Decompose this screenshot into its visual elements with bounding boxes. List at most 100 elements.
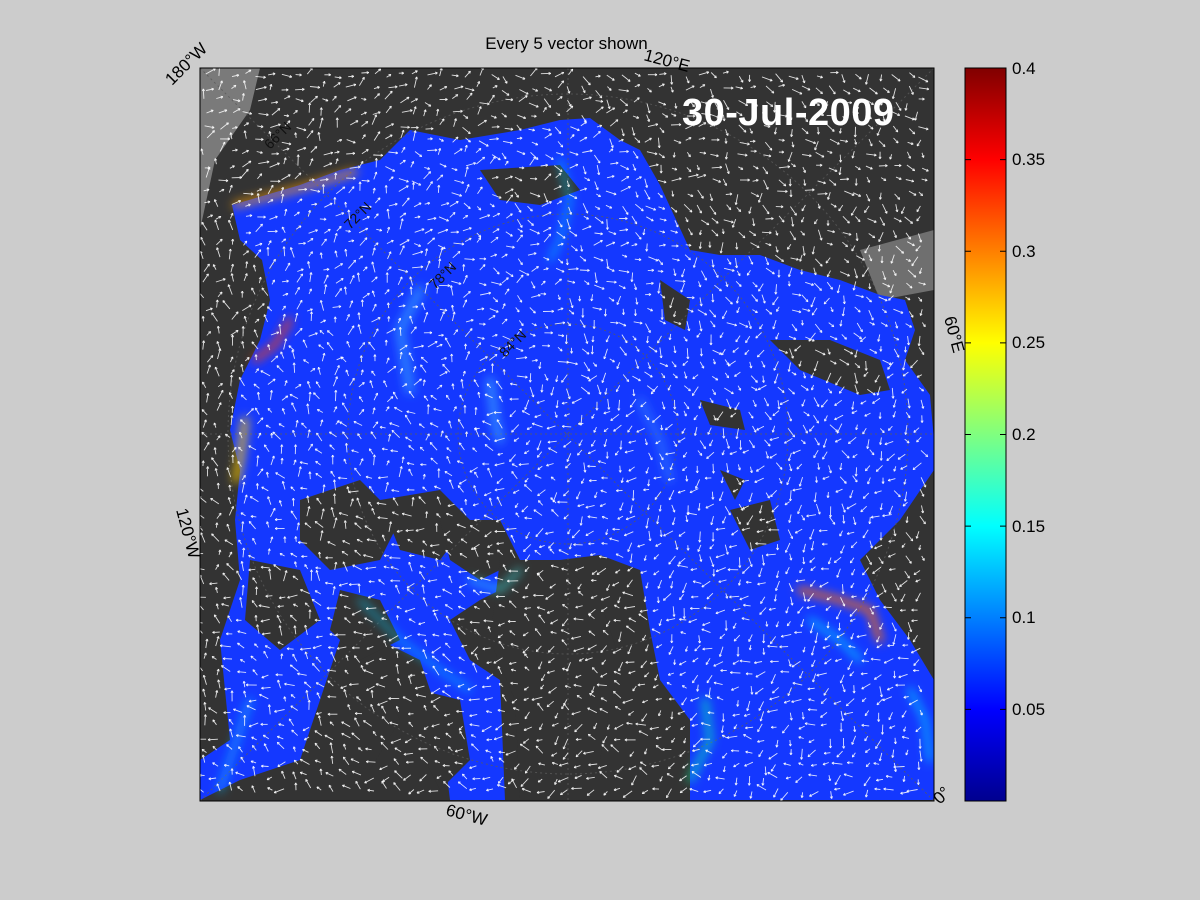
- velocity-vector-head: [647, 119, 650, 122]
- velocity-vector-head: [559, 173, 562, 176]
- velocity-vector-head: [637, 141, 640, 143]
- velocity-vector-head: [362, 409, 365, 412]
- velocity-vector: [464, 166, 469, 177]
- velocity-vector: [232, 99, 241, 102]
- velocity-vector-head: [303, 129, 307, 132]
- velocity-vector-head: [510, 176, 513, 179]
- velocity-vector-head: [724, 156, 727, 160]
- velocity-vector: [632, 163, 636, 171]
- velocity-vector-head: [901, 252, 904, 254]
- velocity-vector-head: [483, 284, 487, 287]
- velocity-vector-head: [336, 117, 339, 121]
- velocity-vector: [657, 137, 660, 148]
- velocity-vector-head: [627, 176, 630, 179]
- velocity-vector: [231, 74, 240, 78]
- velocity-vector: [687, 98, 695, 107]
- velocity-vector-head: [445, 86, 448, 89]
- velocity-vector-head: [573, 134, 575, 138]
- velocity-vector-head: [671, 194, 674, 197]
- velocity-vector: [439, 163, 447, 168]
- velocity-vector-head: [843, 121, 847, 124]
- velocity-vector-head: [263, 76, 266, 79]
- velocity-vector: [688, 174, 699, 178]
- velocity-vector-head: [861, 296, 864, 299]
- velocity-vector: [699, 151, 706, 154]
- velocity-vector-head: [495, 85, 498, 88]
- velocity-vector: [271, 108, 281, 116]
- velocity-vector: [464, 70, 471, 78]
- velocity-vector-head: [211, 110, 214, 113]
- velocity-vector-head: [362, 369, 364, 373]
- velocity-vector-head: [789, 118, 792, 121]
- velocity-vector-head: [316, 96, 318, 99]
- velocity-vector: [283, 157, 287, 165]
- velocity-vector: [257, 125, 264, 128]
- velocity-vector-head: [285, 89, 289, 92]
- velocity-vector-head: [278, 108, 281, 111]
- velocity-vector-head: [429, 171, 432, 175]
- velocity-vector: [349, 166, 361, 169]
- velocity-vector: [865, 165, 873, 170]
- velocity-vector-head: [467, 132, 471, 135]
- velocity-vector-head: [912, 76, 915, 78]
- velocity-vector-head: [510, 128, 514, 131]
- velocity-vector-head: [713, 124, 716, 127]
- velocity-vector: [904, 115, 915, 121]
- velocity-vector-head: [637, 84, 641, 87]
- velocity-vector-head: [607, 106, 611, 110]
- velocity-vector: [335, 186, 346, 195]
- velocity-vector-head: [670, 90, 674, 93]
- velocity-vector: [401, 109, 413, 113]
- velocity-vector-head: [803, 183, 806, 186]
- velocity-vector: [752, 179, 759, 182]
- velocity-vector: [374, 68, 381, 75]
- velocity-vector-head: [782, 84, 786, 87]
- velocity-vector-head: [351, 75, 355, 78]
- velocity-vector: [649, 164, 659, 168]
- velocity-vector: [427, 72, 438, 76]
- velocity-vector: [710, 153, 719, 157]
- velocity-vector-head: [287, 148, 290, 151]
- velocity-vector: [907, 141, 914, 145]
- velocity-vector-head: [824, 193, 828, 196]
- velocity-vector: [492, 176, 499, 179]
- velocity-vector-head: [433, 407, 437, 410]
- velocity-vector-head: [197, 290, 199, 291]
- velocity-vector-head: [415, 98, 418, 102]
- velocity-vector: [412, 130, 416, 141]
- velocity-vector: [803, 115, 808, 123]
- velocity-vector: [635, 176, 642, 181]
- velocity-vector: [361, 121, 369, 127]
- velocity-vector: [554, 165, 563, 172]
- velocity-vector-head: [867, 199, 870, 202]
- velocity-vector: [436, 174, 444, 181]
- velocity-vector-head: [823, 301, 826, 304]
- velocity-vector-head: [756, 354, 759, 358]
- velocity-vector-head: [511, 188, 514, 192]
- velocity-vector-head: [787, 166, 791, 169]
- velocity-vector: [361, 149, 369, 155]
- velocity-vector-head: [595, 187, 599, 191]
- velocity-vector-head: [243, 80, 246, 83]
- velocity-vector: [778, 166, 790, 169]
- velocity-vector-head: [314, 203, 318, 206]
- velocity-vector-head: [200, 148, 204, 151]
- velocity-vector-head: [511, 429, 513, 433]
- velocity-vector-head: [236, 74, 240, 77]
- velocity-vector: [348, 186, 355, 194]
- velocity-vector-head: [420, 446, 423, 449]
- velocity-vector-head: [892, 405, 895, 408]
- velocity-vector: [905, 179, 914, 182]
- velocity-vector: [298, 188, 307, 191]
- velocity-vector: [322, 98, 329, 102]
- velocity-vector: [697, 189, 704, 199]
- velocity-vector-head: [686, 81, 690, 84]
- velocity-vector: [478, 140, 489, 147]
- velocity-vector: [844, 190, 855, 196]
- velocity-vector: [865, 113, 872, 120]
- velocity-vector-head: [209, 331, 212, 334]
- velocity-vector-head: [654, 153, 658, 156]
- velocity-vector: [205, 167, 210, 178]
- velocity-vector-head: [670, 82, 673, 85]
- velocity-vector: [346, 139, 356, 144]
